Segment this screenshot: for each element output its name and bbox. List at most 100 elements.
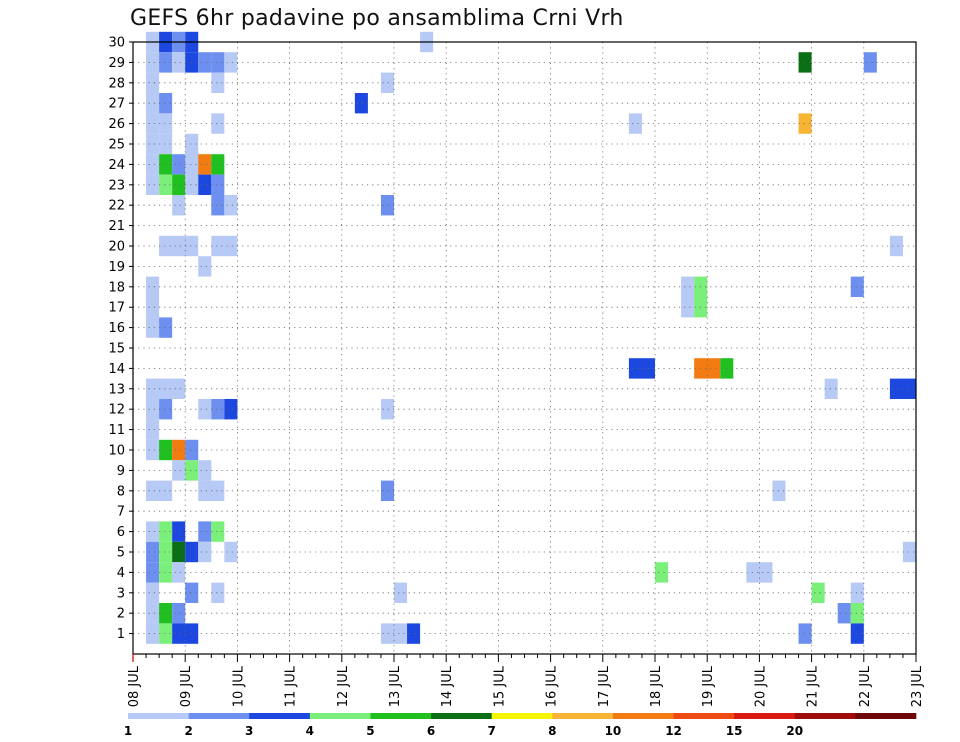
- legend-swatch: [794, 713, 856, 719]
- heatmap-cell: [146, 603, 160, 624]
- heatmap-cell: [172, 195, 186, 216]
- heatmap-cell: [211, 174, 225, 195]
- heatmap-cell: [146, 133, 160, 155]
- heatmap-cell: [380, 195, 394, 216]
- y-tick-label: 19: [108, 260, 125, 275]
- heatmap-cell: [185, 174, 199, 195]
- heatmap-cell: [159, 113, 173, 134]
- heatmap-cell: [146, 174, 160, 195]
- heatmap-cell: [198, 521, 212, 542]
- heatmap-cell: [185, 460, 199, 481]
- heatmap-cell: [146, 52, 160, 73]
- x-tick-label: 08 JUL: [127, 665, 142, 707]
- heatmap-cell: [811, 582, 825, 603]
- y-tick-label: 16: [108, 321, 125, 336]
- heatmap-cell: [159, 623, 173, 644]
- y-tick-label: 27: [108, 97, 125, 112]
- heatmap-cell: [224, 52, 238, 73]
- y-tick-label: 22: [108, 199, 125, 214]
- heatmap-cell: [837, 603, 851, 624]
- legend-swatch: [491, 713, 553, 719]
- heatmap-cell: [185, 154, 199, 175]
- heatmap-cell: [198, 256, 212, 277]
- heatmap-cell: [172, 154, 186, 175]
- legend-swatch: [552, 713, 614, 719]
- heatmap-cell: [172, 541, 186, 563]
- heatmap-cell: [850, 276, 864, 297]
- heatmap-cell: [146, 562, 160, 583]
- heatmap-cell: [211, 154, 225, 175]
- y-tick-label: 1: [117, 627, 125, 642]
- x-tick-label: 09 JUL: [179, 665, 194, 707]
- y-tick-label: 29: [108, 56, 125, 71]
- y-tick-label: 28: [108, 76, 125, 91]
- heatmap-cell: [380, 399, 394, 420]
- heatmap-cell: [185, 582, 199, 603]
- legend-swatch: [673, 713, 735, 719]
- heatmap-cell: [146, 439, 160, 461]
- heatmap-cell: [628, 358, 655, 379]
- heatmap-cell: [185, 439, 199, 461]
- heatmap-cell: [146, 154, 160, 175]
- legend-label: 8: [548, 724, 556, 738]
- heatmap-cell: [146, 623, 160, 644]
- y-tick-label: 8: [117, 484, 125, 499]
- y-tick-label: 7: [117, 505, 125, 520]
- legend-swatch: [370, 713, 432, 719]
- heatmap-cell: [146, 297, 160, 318]
- heatmap-cell: [198, 541, 212, 563]
- heatmap-cell: [655, 562, 669, 583]
- legend-swatch: [188, 713, 250, 719]
- y-tick-label: 10: [108, 444, 125, 459]
- heatmap-cell: [380, 72, 394, 93]
- heatmap-cell: [198, 174, 212, 195]
- heatmap-cell: [146, 72, 160, 93]
- heatmap-cell: [159, 521, 173, 542]
- y-tick-label: 26: [108, 117, 125, 132]
- heatmap-cell: [211, 195, 225, 216]
- y-tick-label: 30: [108, 36, 125, 51]
- heatmap-cell: [628, 113, 642, 134]
- heatmap-cell: [172, 52, 186, 73]
- y-axis: 1234567891011121314151617181920212223242…: [108, 36, 133, 642]
- heatmap-cell: [146, 399, 160, 420]
- heatmap-cell: [172, 562, 186, 583]
- y-tick-label: 25: [108, 138, 125, 153]
- heatmap-cell: [159, 439, 173, 461]
- legend-label: 1: [124, 724, 132, 738]
- heatmap-cell: [211, 399, 225, 420]
- x-tick-label: 12 JUL: [336, 665, 351, 707]
- y-tick-label: 2: [117, 607, 125, 622]
- legend-swatch: [249, 713, 311, 719]
- legend-label: 6: [427, 724, 435, 738]
- heatmap-cell: [172, 521, 186, 542]
- color-legend: 1 2 3 4 5 6 7 8 10 12 15 20: [124, 713, 917, 738]
- heatmap-cell: [159, 52, 173, 73]
- heatmap-cell: [159, 235, 199, 257]
- heatmap-cell: [407, 623, 421, 644]
- heatmap-cell: [185, 133, 199, 155]
- heatmap-cell: [146, 582, 160, 603]
- heatmap-cell: [211, 113, 225, 134]
- y-tick-label: 9: [117, 464, 125, 479]
- y-tick-label: 13: [108, 382, 125, 397]
- heatmap-cell: [146, 378, 186, 399]
- heatmap-cell: [172, 174, 186, 195]
- heatmap-cell: [681, 276, 695, 297]
- x-tick-label: 11 JUL: [284, 665, 299, 707]
- y-tick-label: 14: [108, 362, 125, 377]
- x-tick-label: 15 JUL: [492, 665, 507, 707]
- heatmap-cell: [146, 113, 160, 134]
- heatmap-cell: [211, 235, 238, 257]
- x-tick-label: 17 JUL: [597, 665, 612, 707]
- heatmap-cell: [198, 460, 212, 481]
- y-tick-label: 12: [108, 403, 125, 418]
- heatmap-cell: [394, 582, 408, 603]
- y-tick-label: 18: [108, 280, 125, 295]
- heatmap-cell: [172, 460, 186, 481]
- y-tick-label: 20: [108, 240, 125, 255]
- heatmap-cell: [380, 480, 394, 501]
- heatmap-cell: [694, 358, 721, 379]
- heatmap-cell: [146, 419, 160, 440]
- y-tick-label: 3: [117, 586, 125, 601]
